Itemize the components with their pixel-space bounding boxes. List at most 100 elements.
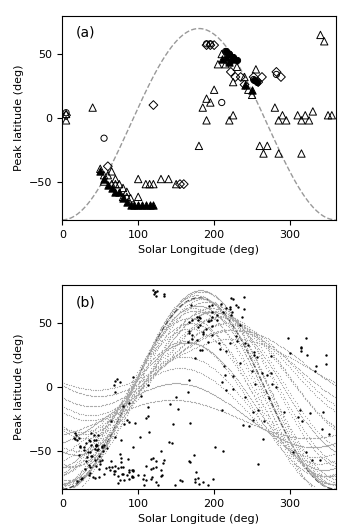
Point — [247, 366, 253, 375]
Point — [150, 342, 155, 350]
Point — [63, 462, 68, 471]
Point — [278, 429, 283, 437]
Point — [160, 336, 165, 344]
Point — [292, 453, 298, 462]
Point — [294, 357, 299, 366]
Point — [284, 440, 290, 449]
Point — [185, 305, 191, 313]
Point — [261, 337, 266, 345]
Point — [268, 407, 274, 416]
Point — [331, 450, 337, 458]
Point — [132, 396, 138, 404]
Point — [71, 462, 76, 470]
Point — [210, 313, 216, 322]
Point — [205, 308, 211, 317]
Point — [164, 359, 170, 367]
Point — [288, 444, 293, 452]
Point — [285, 334, 290, 342]
Point — [126, 397, 132, 406]
Point — [131, 394, 137, 403]
Point — [251, 327, 257, 336]
Point — [220, 327, 225, 336]
Point — [95, 423, 101, 432]
Point — [169, 327, 174, 335]
Point — [298, 441, 303, 449]
Point — [316, 429, 322, 437]
Point — [239, 415, 244, 423]
Point — [258, 354, 263, 362]
Point — [230, 325, 236, 333]
Point — [220, 307, 225, 316]
Point — [125, 396, 130, 404]
Point — [305, 420, 310, 429]
Point — [117, 402, 122, 411]
Point — [171, 334, 177, 342]
Point — [329, 379, 335, 387]
Point — [319, 468, 325, 476]
Point — [126, 379, 132, 387]
Point — [296, 355, 302, 363]
Point — [273, 382, 279, 390]
Point — [122, 410, 128, 418]
Point — [83, 454, 88, 462]
Point — [320, 481, 326, 489]
Point — [316, 476, 321, 484]
Point — [261, 402, 266, 411]
Point — [330, 474, 336, 483]
Point — [185, 337, 191, 346]
Point — [248, 374, 254, 382]
Point — [230, 385, 236, 393]
Point — [284, 359, 289, 368]
Point — [73, 414, 79, 422]
Point — [150, 355, 155, 363]
Point — [309, 463, 315, 472]
Point — [219, 395, 224, 403]
Point — [237, 321, 243, 329]
Point — [221, 300, 227, 308]
Point — [185, 308, 191, 316]
Point — [140, 376, 146, 385]
Point — [64, 429, 69, 438]
Point — [211, 315, 217, 323]
Point — [328, 404, 334, 412]
Point — [287, 442, 292, 450]
Point — [308, 467, 313, 476]
Point — [172, 341, 178, 349]
Point — [210, 299, 216, 307]
Point — [236, 389, 241, 398]
Point — [60, 439, 65, 447]
Point — [85, 385, 91, 393]
Point — [266, 339, 272, 347]
Point — [117, 417, 122, 426]
Point — [172, 313, 178, 321]
Point — [75, 479, 81, 488]
Point — [131, 403, 136, 411]
Point — [113, 423, 118, 431]
Point — [171, 350, 176, 358]
Point — [169, 321, 174, 329]
Point — [261, 372, 267, 380]
Point — [306, 438, 311, 447]
Point — [90, 455, 95, 463]
Point — [82, 471, 88, 480]
Point — [124, 386, 129, 394]
Point — [264, 388, 269, 396]
Point — [232, 335, 238, 343]
Point — [127, 387, 133, 395]
Point — [169, 342, 174, 351]
Point — [240, 338, 246, 346]
Point — [282, 420, 287, 429]
Point — [222, 341, 228, 350]
Point — [104, 442, 110, 450]
Point — [227, 320, 232, 329]
Point — [76, 459, 82, 468]
Point — [109, 416, 114, 424]
Point — [125, 471, 130, 479]
Point — [132, 373, 137, 381]
Point — [283, 435, 288, 443]
Point — [97, 453, 102, 462]
Point — [245, 330, 251, 339]
Point — [144, 373, 150, 382]
Point — [181, 341, 186, 349]
Point — [318, 466, 324, 474]
